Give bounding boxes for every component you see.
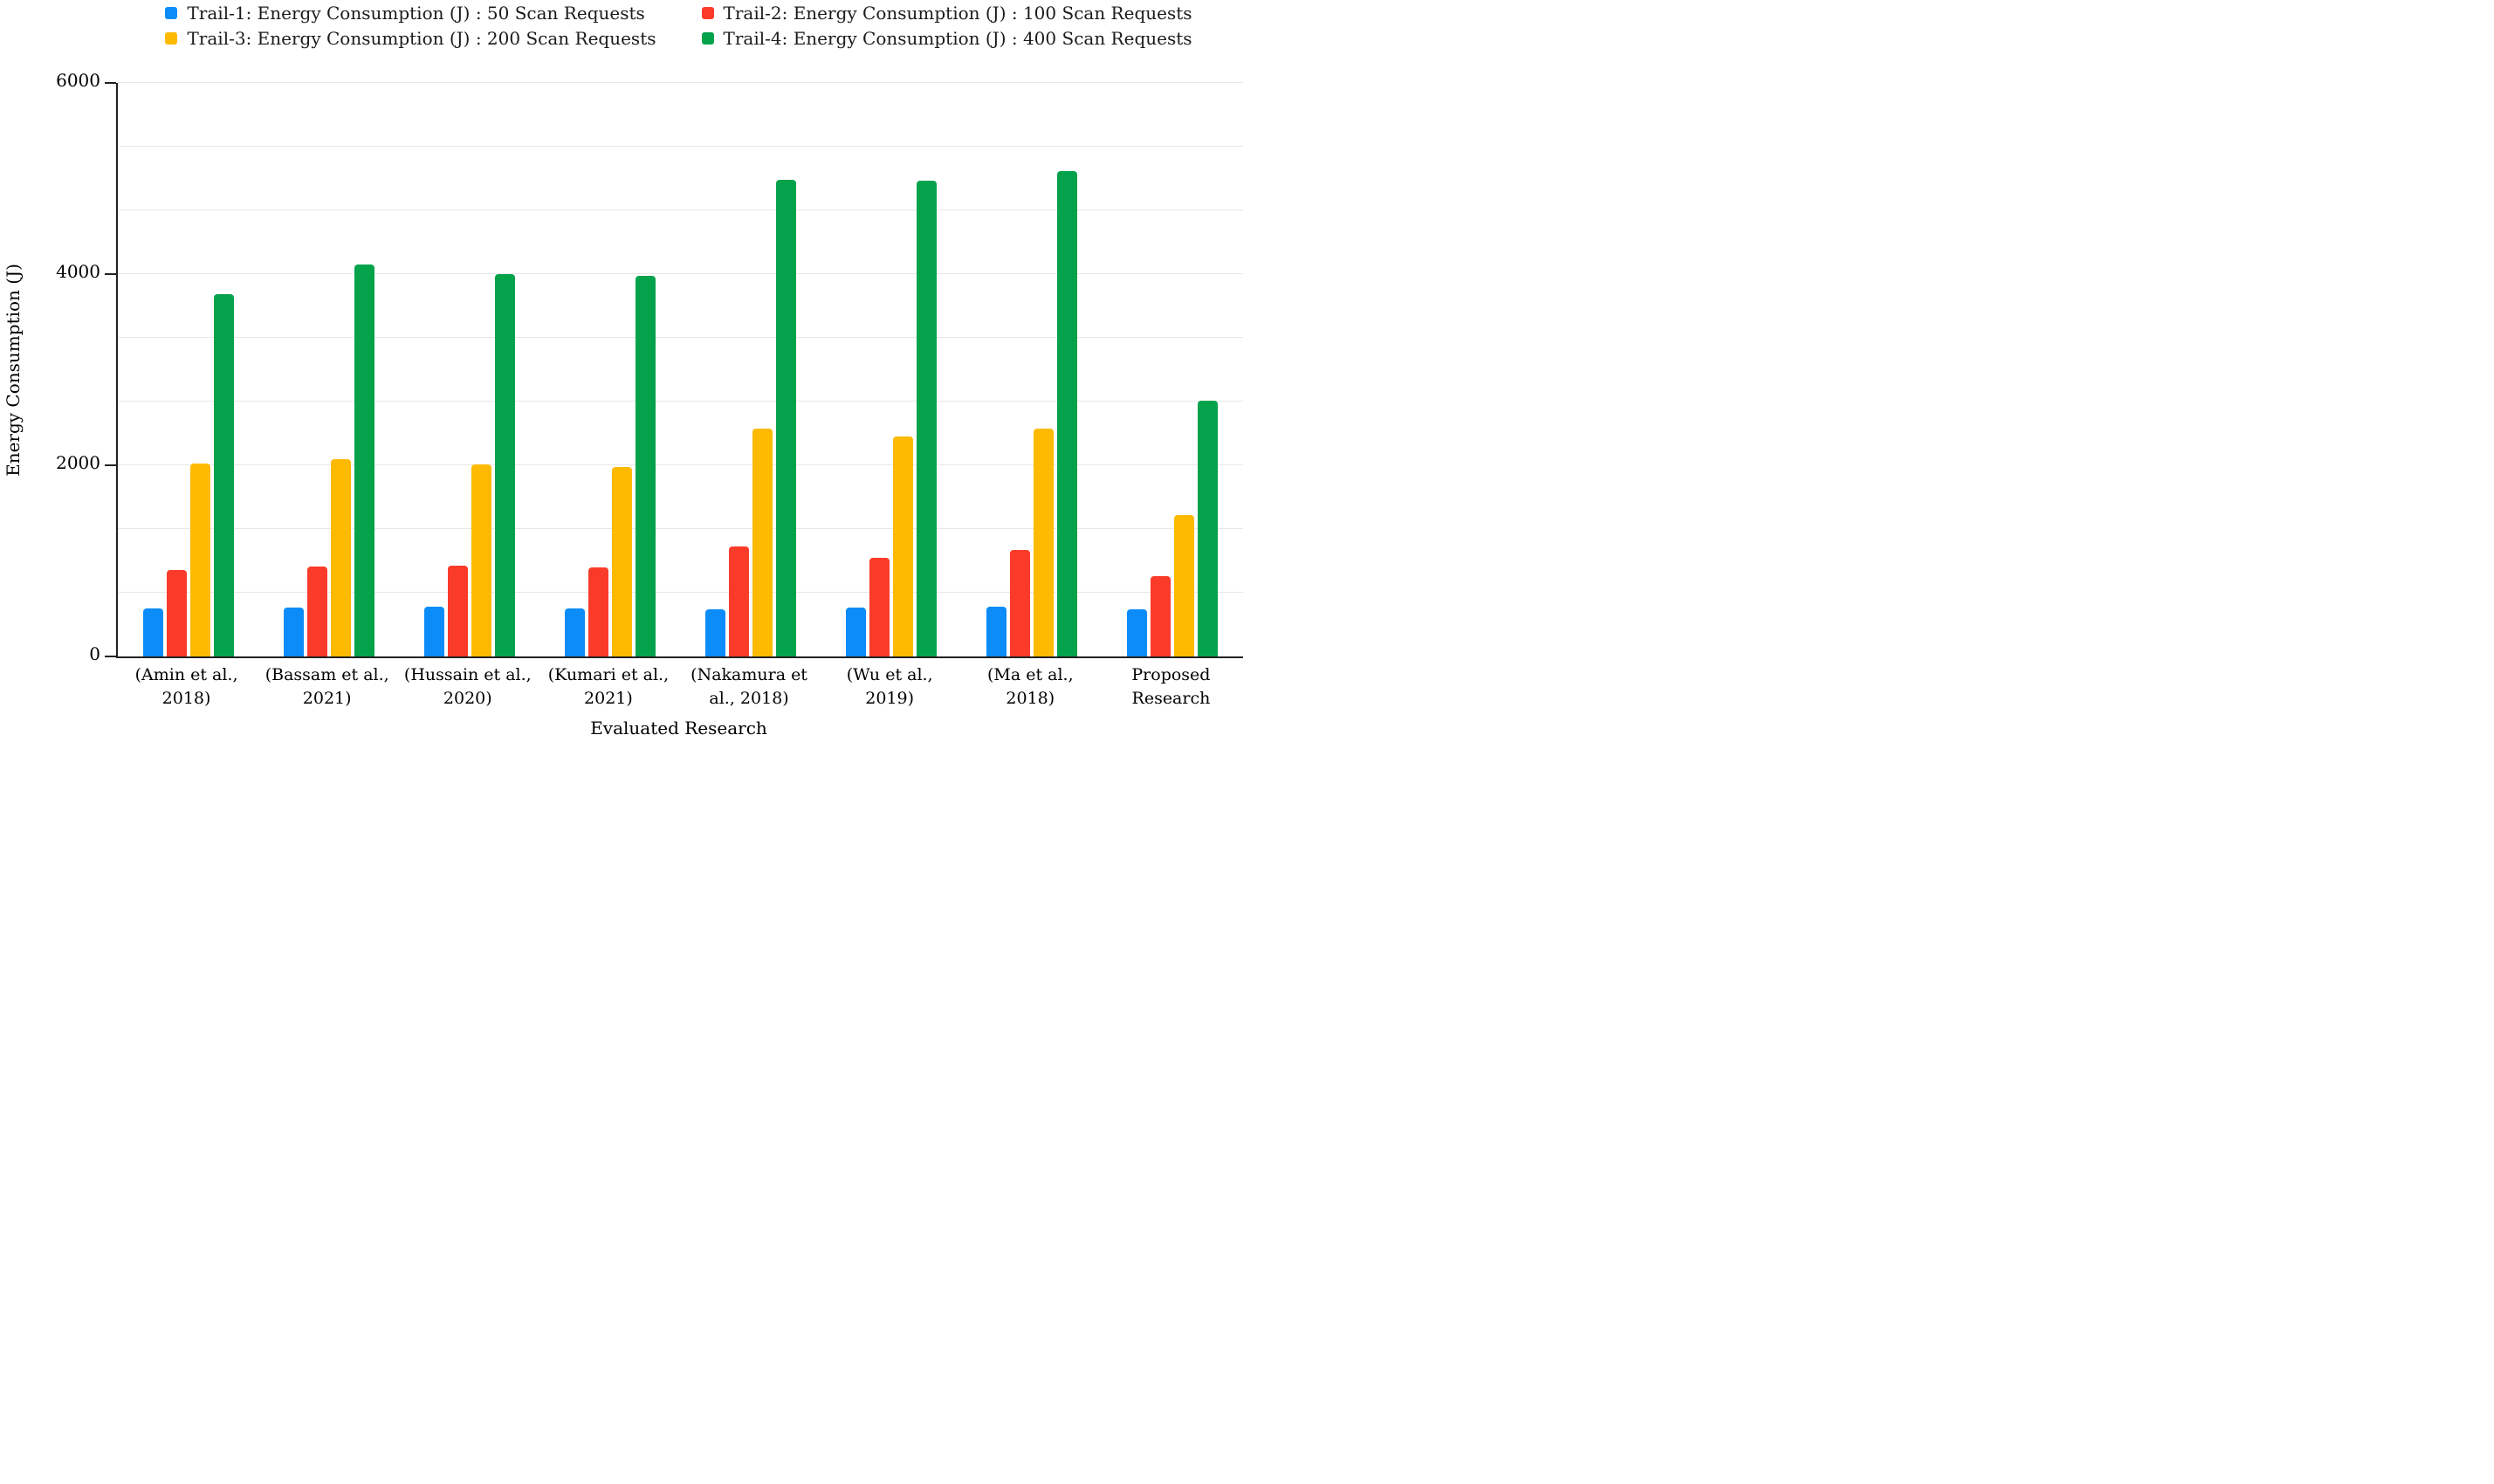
legend-item-trail-2: Trail-2: Energy Consumption (J) : 100 Sc… (701, 3, 1192, 24)
gridline (118, 82, 1243, 83)
bar-group-2 (283, 83, 374, 656)
bar-trail-2-group-8 (1151, 576, 1171, 656)
plot-area: 0 2000 4000 6000 (56, 70, 1243, 664)
x-axis-category-label-1: (Amin et al., 2018) (134, 665, 238, 708)
x-axis-category-label-8: Proposed Research (1131, 665, 1211, 708)
x-axis-category-labels: (Amin et al., 2018) (Bassam et al., 2021)… (116, 663, 1241, 710)
x-axis-category-label-3: (Hussain et al., 2020) (403, 665, 532, 708)
bar-trail-4-group-7 (1057, 170, 1078, 656)
y-axis-tick-mark (105, 82, 116, 84)
y-axis-tick-label: 4000 (56, 261, 100, 282)
bar-trail-1-group-2 (283, 608, 304, 656)
bar-group-1 (142, 83, 234, 656)
bar-trail-3-group-7 (1034, 429, 1055, 656)
bar-trail-3-group-3 (471, 464, 491, 656)
legend-label: Trail-2: Energy Consumption (J) : 100 Sc… (723, 3, 1192, 24)
bar-group-4 (564, 83, 656, 656)
bar-trail-1-group-5 (705, 609, 726, 656)
bar-trail-4-group-3 (494, 274, 515, 656)
gridline (118, 592, 1243, 594)
bar-trail-3-group-4 (611, 467, 632, 656)
bar-group-5 (705, 83, 797, 656)
bar-trail-4-group-2 (354, 265, 374, 656)
gridline (118, 273, 1243, 274)
chart-container: Trail-1: Energy Consumption (J) : 50 Sca… (0, 0, 1247, 742)
bar-trail-4-group-8 (1198, 400, 1219, 656)
legend-label: Trail-4: Energy Consumption (J) : 400 Sc… (723, 28, 1192, 49)
bar-trail-1-group-6 (846, 608, 867, 656)
legend-label: Trail-3: Energy Consumption (J) : 200 Sc… (187, 28, 656, 49)
bar-trail-3-group-1 (189, 463, 210, 656)
x-axis-category-label-5: (Nakamura et al., 2018) (690, 665, 807, 708)
gridline (118, 528, 1243, 530)
gridline (118, 464, 1243, 465)
legend-item-trail-4: Trail-4: Energy Consumption (J) : 400 Sc… (701, 28, 1192, 49)
bar-trail-3-group-5 (752, 429, 773, 656)
y-axis-title-text: Energy Consumption (J) (3, 263, 24, 477)
bar-group-6 (846, 83, 938, 656)
bar-trail-1-group-1 (142, 608, 163, 656)
bar-trail-1-group-8 (1127, 609, 1148, 656)
bar-trail-1-group-4 (564, 608, 585, 656)
bar-groups (118, 83, 1243, 656)
legend-swatch-icon (165, 7, 178, 19)
bar-trail-4-group-6 (917, 180, 938, 656)
legend-swatch-icon (701, 7, 714, 19)
x-axis-category-label-7: (Ma et al., 2018) (986, 665, 1074, 708)
x-axis-category-label-6: (Wu et al., 2019) (846, 665, 933, 708)
bar-trail-3-group-6 (893, 436, 914, 656)
y-axis-tick-mark (105, 273, 116, 276)
x-axis-category-label-2: (Bassam et al., 2021) (265, 665, 389, 708)
bar-trail-1-group-7 (986, 607, 1007, 656)
y-axis-tick-mark (105, 464, 116, 467)
bar-group-3 (423, 83, 515, 656)
bar-trail-2-group-6 (869, 558, 890, 656)
bar-group-8 (1127, 83, 1219, 656)
x-axis-category-label-4: (Kumari et al., 2021) (547, 665, 670, 708)
legend-item-trail-3: Trail-3: Energy Consumption (J) : 200 Sc… (165, 29, 656, 48)
bar-trail-1-group-3 (423, 607, 444, 656)
bar-trail-4-group-1 (213, 294, 234, 656)
gridline (118, 401, 1243, 402)
bar-trail-3-group-8 (1174, 514, 1195, 656)
y-axis-tick-label: 0 (89, 643, 100, 664)
bar-trail-2-group-5 (729, 546, 750, 656)
bar-trail-2-group-1 (166, 570, 187, 656)
legend-label: Trail-1: Energy Consumption (J) : 50 Sca… (187, 3, 645, 24)
legend-swatch-icon (701, 32, 714, 45)
bar-trail-2-group-3 (447, 565, 468, 656)
bar-trail-4-group-5 (776, 179, 797, 656)
legend-item-trail-1: Trail-1: Energy Consumption (J) : 50 Sca… (165, 3, 656, 23)
legend-swatch-icon (165, 32, 178, 45)
bar-trail-2-group-7 (1010, 550, 1031, 656)
bar-trail-3-group-2 (330, 459, 351, 656)
bar-trail-4-group-4 (635, 276, 656, 656)
x-axis-title: Evaluated Research (590, 718, 767, 739)
bar-trail-2-group-4 (587, 567, 608, 656)
bar-trail-2-group-2 (306, 567, 327, 656)
gridline (118, 337, 1243, 338)
bar-group-7 (986, 83, 1078, 656)
y-axis-tick-label: 2000 (56, 452, 100, 473)
y-axis-tick-label: 6000 (56, 70, 100, 91)
y-axis-title: Energy Consumption (J) (0, 83, 28, 656)
y-axis-tick-mark (105, 656, 116, 657)
gridline (118, 146, 1243, 148)
chart-legend: Trail-1: Energy Consumption (J) : 50 Sca… (116, 3, 1241, 48)
